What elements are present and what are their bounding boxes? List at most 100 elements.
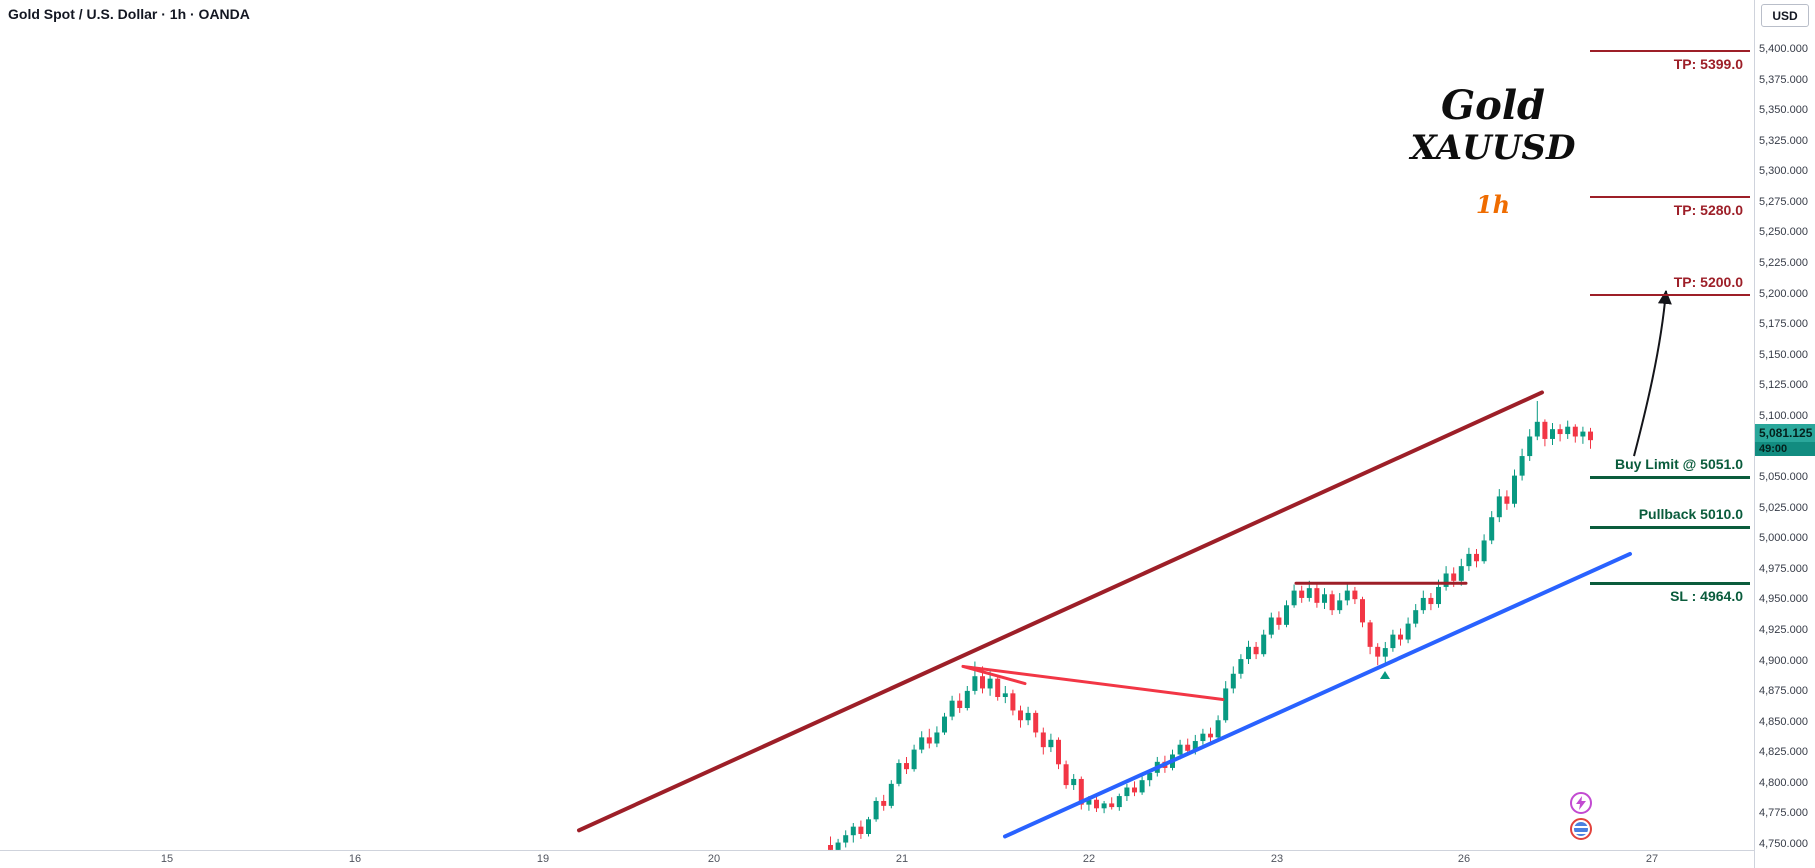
last-price-badge: 5,081.125 49:00 (1755, 424, 1815, 456)
price-axis-label: 5,375.000 (1759, 73, 1808, 86)
time-axis-label: 26 (1457, 853, 1471, 865)
candle-body (1481, 540, 1487, 562)
candle-body (1542, 421, 1548, 439)
candle-body (1344, 590, 1350, 601)
tp-level-line[interactable] (1590, 195, 1750, 198)
candle-body (1420, 597, 1426, 611)
candle-body (1078, 778, 1084, 805)
price-axis-label: 5,100.000 (1759, 409, 1808, 422)
candle-body (1466, 553, 1472, 567)
candle-body (934, 732, 940, 744)
price-axis-label: 4,975.000 (1759, 562, 1808, 575)
price-axis-label: 4,900.000 (1759, 654, 1808, 667)
price-axis-label: 5,150.000 (1759, 348, 1808, 361)
candle-body (1322, 594, 1327, 603)
candle-body (1550, 429, 1555, 439)
candle-body (1375, 646, 1381, 657)
candle-body (1443, 573, 1449, 587)
boost-lightning-icon[interactable] (1570, 792, 1592, 814)
candle-body (911, 749, 917, 770)
candle-body (1291, 590, 1297, 606)
candle-body (1314, 588, 1320, 603)
candle-body (1002, 693, 1008, 698)
candle-body (1398, 634, 1403, 640)
candle-body (1048, 739, 1054, 748)
candle-body (957, 700, 963, 709)
projection-arrow[interactable] (1633, 289, 1672, 457)
price-axis-label: 5,175.000 (1759, 318, 1808, 331)
flag-resistance-short-trendline[interactable] (961, 664, 1027, 686)
price-axis-label: 5,000.000 (1759, 532, 1808, 545)
candle-body (1238, 659, 1244, 674)
time-axis-label: 20 (707, 853, 721, 865)
candle-body (866, 819, 871, 834)
annotation-timeframe[interactable]: 1h (1475, 190, 1511, 219)
floating-icons (1570, 792, 1592, 844)
candle-body (1405, 623, 1411, 640)
time-axis[interactable]: 15 16 19 20 21 22 23 26 27 (0, 850, 1754, 868)
candle-body (858, 826, 864, 834)
price-axis[interactable]: USD 5,400.000 5,375.000 5,350.000 5,325.000… (1754, 0, 1815, 868)
candle-body (1086, 799, 1092, 805)
candle-body (1025, 712, 1031, 721)
price-axis-label: 5,050.000 (1759, 471, 1808, 484)
candle-body (1109, 803, 1115, 808)
candle-body (888, 783, 894, 806)
candle-body (1056, 739, 1061, 765)
candle-body (1413, 610, 1419, 624)
symbol-title[interactable]: Gold Spot / U.S. Dollar · 1h · OANDA (8, 6, 250, 22)
ascending-channel-lower-trendline[interactable] (1003, 551, 1632, 839)
price-axis-label: 5,125.000 (1759, 379, 1808, 392)
price-axis-label: 4,750.000 (1759, 838, 1808, 850)
tp-level-line[interactable] (1590, 293, 1750, 296)
last-price-value: 5,081.125 (1755, 424, 1815, 442)
candle-body (843, 835, 849, 843)
candle-body (919, 737, 925, 750)
ascending-channel-upper-trendline[interactable] (577, 390, 1544, 833)
price-axis-label: 5,250.000 (1759, 226, 1808, 239)
candle-body (1512, 475, 1517, 504)
candle-body (1261, 634, 1267, 655)
candle-body (1458, 566, 1464, 581)
trade-level-line[interactable] (1590, 526, 1750, 529)
candle-body (1565, 426, 1571, 435)
candle-body (1451, 573, 1457, 581)
candle-body (1268, 617, 1274, 635)
candle-body (1436, 586, 1441, 605)
annotation-title-xauusd[interactable]: XAUUSD (1410, 128, 1576, 168)
candle-body (1489, 517, 1495, 541)
publisher-avatar-icon[interactable] (1570, 818, 1592, 840)
candle-body (1033, 712, 1039, 733)
candle-body (1557, 429, 1563, 435)
tp-level-label: TP: 5280.0 (1673, 201, 1743, 218)
candle-body (1040, 732, 1046, 748)
trade-level-label: Pullback 5010.0 (1638, 506, 1743, 522)
candle-body (949, 700, 955, 717)
candle-body (1428, 597, 1434, 605)
price-axis-label: 4,825.000 (1759, 746, 1808, 759)
trade-level-line[interactable] (1590, 582, 1750, 586)
trade-level-label: SL : 4964.0 (1670, 588, 1743, 605)
tp-level-label: TP: 5200.0 (1673, 273, 1743, 290)
buy-signal-marker (1380, 671, 1391, 680)
price-axis-label: 4,950.000 (1759, 593, 1808, 606)
currency-button[interactable]: USD (1761, 4, 1809, 27)
candle-body (896, 763, 902, 784)
candle-body (904, 763, 909, 770)
flag-resistance-trendline[interactable] (961, 664, 1225, 701)
candle-body (1063, 764, 1069, 786)
candle-body (1200, 733, 1206, 742)
time-axis-label: 15 (160, 853, 174, 865)
candle-body (1352, 590, 1358, 600)
candle-body (881, 800, 887, 806)
price-axis-label: 5,225.000 (1759, 257, 1808, 270)
candle-body (1390, 634, 1396, 649)
trade-level-line[interactable] (1590, 475, 1750, 479)
candle-body (828, 845, 833, 850)
candle-body (1580, 431, 1586, 437)
tp-level-line[interactable] (1590, 50, 1750, 53)
candle-body (995, 678, 1001, 698)
annotation-title-gold[interactable]: Gold (1440, 82, 1545, 129)
